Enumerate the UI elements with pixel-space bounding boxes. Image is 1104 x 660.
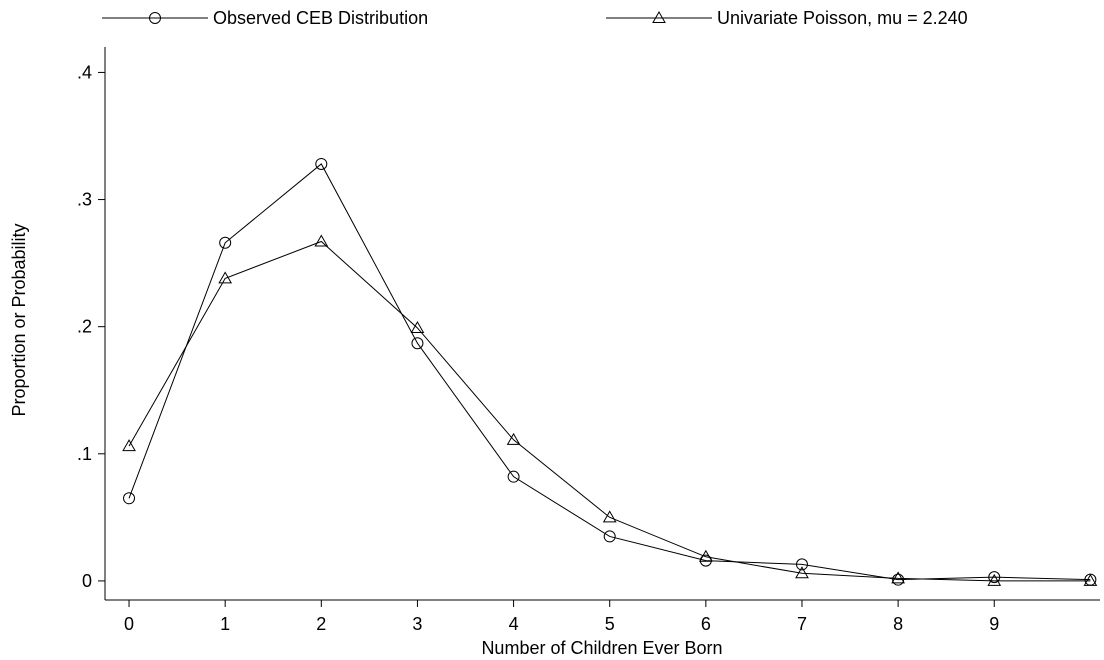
- circle-marker: [892, 573, 905, 586]
- circle-marker: [603, 530, 616, 543]
- circle-marker: [507, 470, 520, 483]
- triangle-marker: [602, 510, 617, 523]
- triangle-marker: [987, 573, 1002, 586]
- series-2: [122, 234, 1098, 586]
- y-tick-label: .4: [77, 62, 92, 82]
- x-tick-label: 1: [220, 614, 230, 634]
- triangle-marker: [698, 549, 713, 562]
- y-axis-label: Proportion or Probability: [9, 223, 29, 416]
- y-tick-label: .1: [77, 444, 92, 464]
- y-tick-label: .2: [77, 317, 92, 337]
- legend-item: Observed CEB Distribution: [102, 8, 428, 28]
- triangle-marker: [218, 271, 233, 284]
- triangle-marker: [652, 10, 666, 23]
- x-ticks: 0 1 2 3 4 5 6 7 8 9: [124, 600, 999, 634]
- series-1: [123, 157, 1097, 586]
- legend-label: Univariate Poisson, mu = 2.240: [717, 8, 968, 28]
- triangle-marker: [1083, 573, 1098, 586]
- x-tick-label: 9: [989, 614, 999, 634]
- circle-marker: [988, 571, 1001, 584]
- x-tick-label: 7: [797, 614, 807, 634]
- circle-marker: [411, 337, 424, 350]
- series-group: [122, 157, 1098, 586]
- circle-marker: [149, 12, 161, 24]
- legend: Observed CEB Distribution Univariate Pois…: [102, 8, 968, 28]
- y-tick-label: 0: [82, 571, 92, 591]
- legend-item: Univariate Poisson, mu = 2.240: [606, 8, 968, 28]
- series-line: [128, 240, 1091, 582]
- y-ticks: 0 .1 .2 .3 .4: [77, 62, 105, 591]
- x-tick-label: 2: [316, 614, 326, 634]
- x-tick-label: 8: [893, 614, 903, 634]
- y-tick-label: .3: [77, 190, 92, 210]
- circle-marker: [315, 157, 328, 170]
- triangle-marker: [891, 571, 905, 584]
- triangle-marker: [410, 320, 425, 333]
- triangle-marker: [795, 566, 809, 579]
- x-tick-label: 0: [124, 614, 134, 634]
- circle-marker: [123, 492, 136, 505]
- legend-label: Observed CEB Distribution: [213, 8, 428, 28]
- x-axis-label: Number of Children Ever Born: [481, 638, 722, 658]
- triangle-marker: [506, 432, 521, 445]
- triangle-marker: [314, 234, 329, 247]
- x-tick-label: 5: [605, 614, 615, 634]
- x-tick-label: 4: [509, 614, 519, 634]
- axes: [104, 47, 1100, 601]
- x-tick-label: 6: [701, 614, 711, 634]
- x-tick-label: 3: [412, 614, 422, 634]
- circle-marker: [795, 558, 808, 571]
- triangle-marker: [122, 439, 136, 452]
- circle-marker: [219, 236, 232, 249]
